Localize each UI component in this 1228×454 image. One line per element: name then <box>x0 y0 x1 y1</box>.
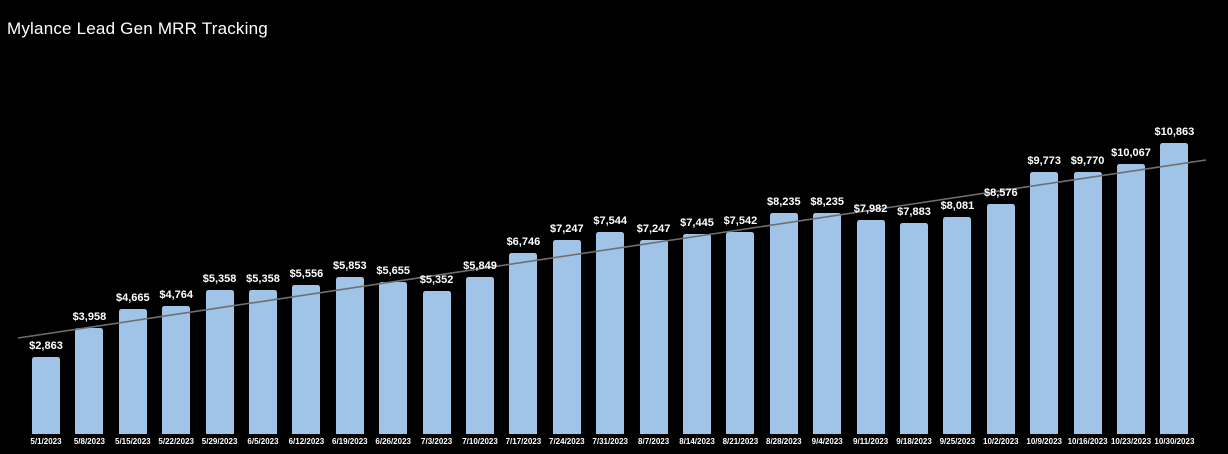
bar-value-label: $4,665 <box>115 292 150 304</box>
x-axis-tick-label: 10/2/2023 <box>983 437 1019 446</box>
bar-value-label: $5,849 <box>463 260 497 272</box>
bar <box>1160 143 1189 434</box>
bar <box>1073 172 1102 434</box>
x-axis-tick-label: 10/30/2023 <box>1154 437 1195 446</box>
bar-value-label: $8,235 <box>810 196 845 208</box>
x-axis-tick-label: 6/19/2023 <box>332 437 368 446</box>
bar <box>379 282 408 434</box>
bar-value-label: $10,863 <box>1154 126 1195 138</box>
bar-value-label: $5,358 <box>202 273 237 285</box>
bar <box>335 277 364 434</box>
bar <box>1117 164 1145 434</box>
bar-value-label: $2,863 <box>29 340 63 352</box>
x-axis-tick-label: 5/15/2023 <box>115 437 151 446</box>
bar <box>118 309 147 434</box>
x-axis-tick-label: 8/7/2023 <box>638 437 670 446</box>
bar <box>249 290 277 434</box>
bar-value-label: $10,067 <box>1111 147 1151 159</box>
bar-value-label: $9,770 <box>1070 155 1105 167</box>
bar <box>1030 172 1059 434</box>
bar-value-label: $5,853 <box>332 260 367 272</box>
bar-value-label: $7,247 <box>549 223 584 235</box>
bar-value-label: $7,542 <box>723 215 758 227</box>
bar-value-label: $9,773 <box>1027 155 1062 167</box>
bar <box>943 217 972 434</box>
x-axis-tick-label: 7/31/2023 <box>592 437 628 446</box>
bar <box>769 213 798 434</box>
bar <box>509 253 538 434</box>
x-axis-tick-label: 9/25/2023 <box>939 437 976 446</box>
x-axis-tick-label: 5/22/2023 <box>158 437 194 446</box>
bar-value-label: $5,352 <box>419 274 454 286</box>
x-axis-tick-label: 10/23/2023 <box>1110 437 1152 446</box>
x-axis-tick-label: 9/11/2023 <box>853 437 889 446</box>
x-axis-tick-label: 8/21/2023 <box>722 437 759 446</box>
bar <box>292 285 321 434</box>
bar <box>639 240 668 434</box>
x-axis-tick-label: 6/12/2023 <box>288 437 325 446</box>
bar <box>813 213 842 434</box>
bar <box>466 277 494 434</box>
x-axis-tick-label: 7/3/2023 <box>421 437 453 446</box>
bar <box>75 328 104 434</box>
bar-value-label: $7,247 <box>636 223 671 235</box>
bar-value-label: $5,556 <box>289 268 324 280</box>
bar-value-label: $7,883 <box>897 206 931 218</box>
x-axis-tick-label: 7/24/2023 <box>549 437 585 446</box>
bar <box>162 306 191 434</box>
chart-title: Mylance Lead Gen MRR Tracking <box>7 19 268 38</box>
bar <box>683 234 711 434</box>
bar-value-label: $3,958 <box>72 311 107 323</box>
x-axis-tick-label: 7/17/2023 <box>505 437 542 446</box>
x-axis-tick-label: 5/8/2023 <box>73 437 105 446</box>
bar <box>32 357 60 434</box>
bar <box>986 204 1015 434</box>
bar-value-label: $7,544 <box>593 215 628 227</box>
x-axis-tick-label: 7/10/2023 <box>462 437 498 446</box>
bar-value-label: $8,235 <box>766 196 801 208</box>
bar-value-label: $4,764 <box>159 289 194 301</box>
x-axis-tick-label: 10/16/2023 <box>1067 437 1108 446</box>
x-axis-tick-label: 5/29/2023 <box>201 437 238 446</box>
bar-value-label: $7,982 <box>853 203 888 215</box>
x-axis-tick-label: 9/18/2023 <box>896 437 932 446</box>
x-axis-tick-label: 8/14/2023 <box>679 437 715 446</box>
bar <box>205 290 234 434</box>
x-axis-tick-label: 6/26/2023 <box>375 437 411 446</box>
x-axis-tick-label: 5/1/2023 <box>30 437 62 446</box>
bar-value-label: $7,445 <box>680 217 714 229</box>
bar-value-label: $5,655 <box>376 265 411 277</box>
bar-value-label: $5,358 <box>246 273 280 285</box>
bar-value-label: $6,746 <box>506 236 541 248</box>
x-axis-tick-label: 10/9/2023 <box>1026 437 1062 446</box>
x-axis-tick-label: 8/28/2023 <box>766 437 802 446</box>
x-axis-tick-label: 9/4/2023 <box>811 437 843 446</box>
bar <box>422 291 451 434</box>
bar <box>596 232 625 434</box>
bar <box>552 240 581 434</box>
bar <box>900 223 928 434</box>
bar <box>856 220 885 434</box>
bar <box>726 232 755 434</box>
x-axis-tick-label: 6/5/2023 <box>247 437 279 446</box>
bar-value-label: $8,576 <box>983 187 1018 199</box>
bar-value-label: $8,081 <box>940 200 975 212</box>
